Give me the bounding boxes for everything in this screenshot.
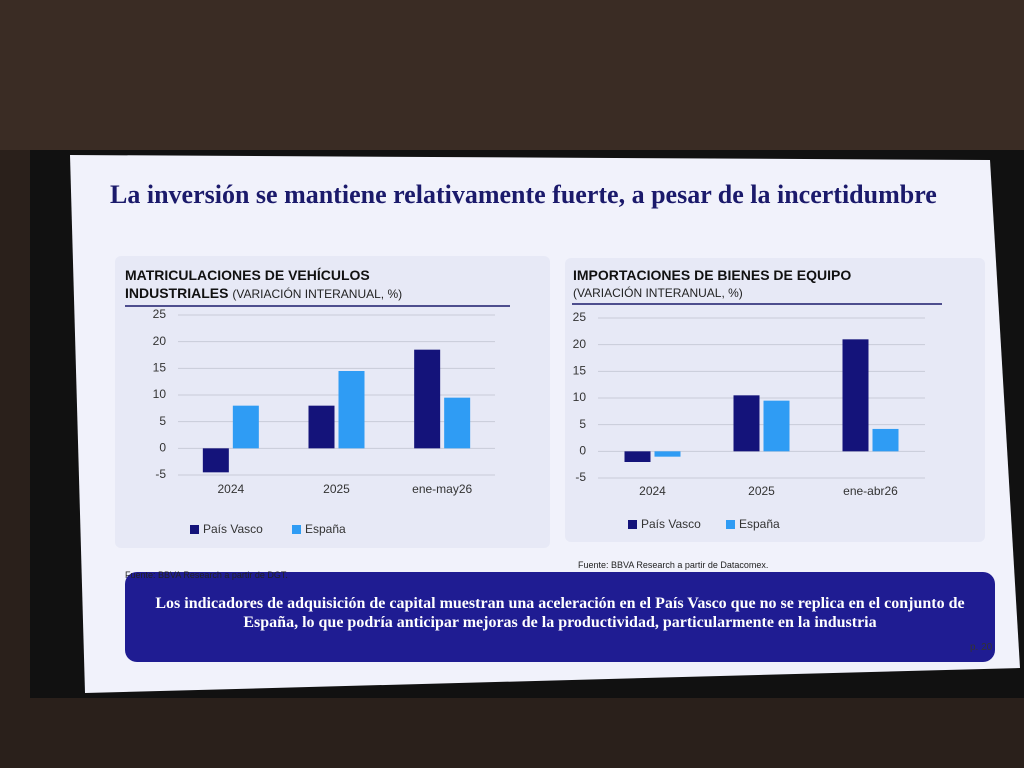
x-tick-label: 2025 [323,482,350,496]
bar [202,448,229,473]
y-tick-label: 20 [573,337,587,351]
bar [308,405,335,449]
y-tick-label: 0 [579,444,586,458]
y-tick-label: 25 [573,310,587,324]
x-tick-label: 2024 [217,482,244,496]
slide-title: La inversión se mantiene relativamente f… [110,180,937,209]
conclusion: Los indicadores de adquisición de capita… [155,595,965,631]
legend-label: País Vasco [203,522,263,536]
y-tick-label: 15 [573,364,587,378]
chart-panel [565,258,985,542]
bar [444,397,471,449]
bar [733,395,760,452]
chart-title-text: MATRICULACIONES DE VEHÍCULOS INDUSTRIALE… [125,267,370,301]
bar [842,339,869,452]
bar [654,451,681,457]
y-tick-label: -5 [575,470,586,484]
bar [232,405,259,449]
bar [414,349,441,449]
source: Fuente: BBVA Research a partir de DGT. [125,570,288,580]
legend-swatch [292,525,301,534]
x-tick-label: 2024 [639,484,666,498]
legend-label: España [305,522,346,536]
y-tick-label: 5 [159,414,166,428]
y-tick-label: 5 [579,417,586,431]
y-tick-label: 10 [573,390,587,404]
bar [624,451,651,462]
y-tick-label: 20 [153,334,167,348]
chart-subtitle: (VARIACIÓN INTERANUAL, %) [573,286,743,300]
legend-swatch [628,520,637,529]
y-tick-label: 15 [153,361,167,375]
y-tick-label: 10 [153,387,167,401]
bar [338,371,365,449]
y-tick-label: 25 [153,307,167,321]
conclusion-box [125,572,995,662]
chart-subtitle: (VARIACIÓN INTERANUAL, %) [232,287,403,301]
chart-title: MATRICULACIONES DE VEHÍCULOS INDUSTRIALE… [125,266,445,303]
legend-swatch [726,520,735,529]
legend-label: País Vasco [641,517,701,531]
y-tick-label: 0 [159,441,166,455]
chart-title: IMPORTACIONES DE BIENES DE EQUIPO [573,266,953,284]
x-tick-label: 2025 [748,484,775,498]
bar [763,400,790,452]
chart-title-text: IMPORTACIONES DE BIENES DE EQUIPO [573,267,852,283]
page-number: p. 20 [970,642,993,653]
y-tick-label: -5 [155,467,166,481]
legend-swatch [190,525,199,534]
x-tick-label: ene-abr26 [843,484,898,498]
source: Fuente: BBVA Research a partir de Dataco… [578,560,769,570]
legend-label: España [739,517,780,531]
x-tick-label: ene-may26 [412,482,472,496]
bar [872,428,899,452]
wall [0,0,1024,150]
